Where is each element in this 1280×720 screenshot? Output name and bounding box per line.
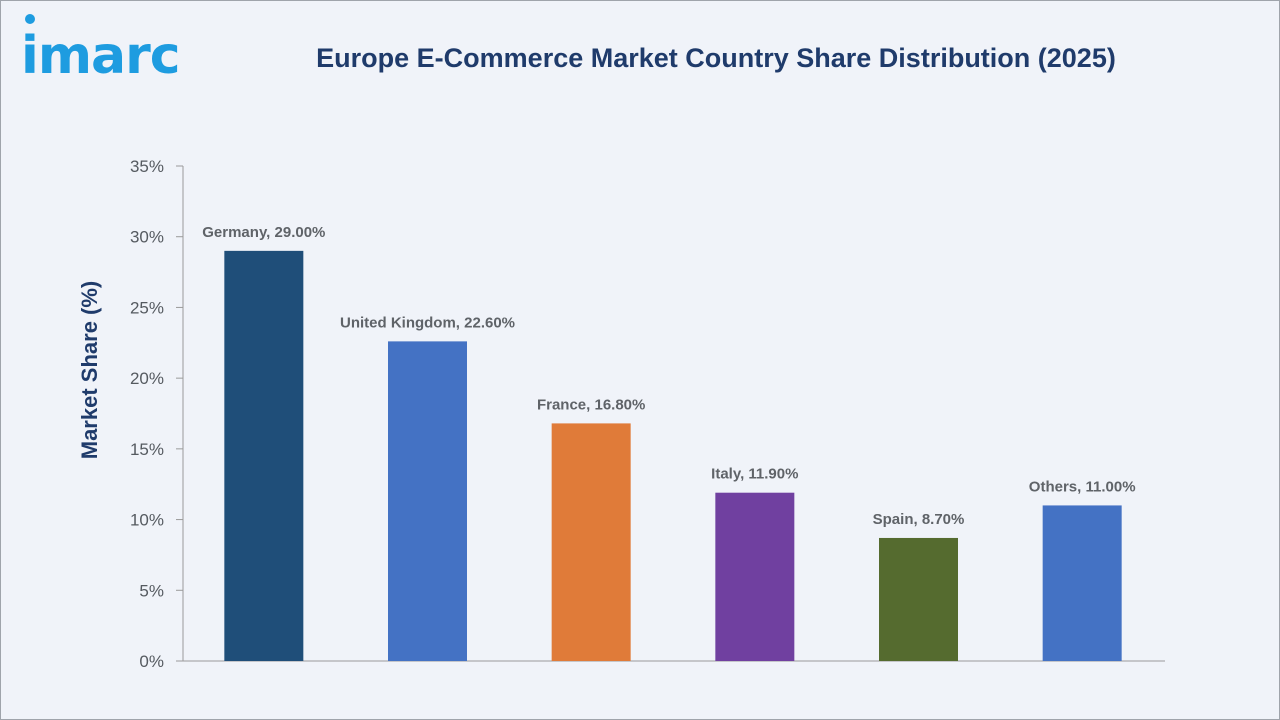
y-tick-label: 35% xyxy=(130,157,164,176)
y-tick-label: 30% xyxy=(130,228,164,247)
bar-italy xyxy=(715,492,795,661)
bar-spain xyxy=(879,537,958,661)
y-axis-title: Market Share (%) xyxy=(77,281,102,460)
y-tick-label: 20% xyxy=(130,369,164,388)
bar-germany xyxy=(224,250,304,661)
bar-united-kingdom xyxy=(388,341,467,661)
data-label: Germany, 29.00% xyxy=(202,224,325,241)
data-label: France, 16.80% xyxy=(537,396,645,413)
logo-text: imarc xyxy=(21,26,180,81)
logo-dot-icon xyxy=(25,14,35,24)
y-tick-label: 15% xyxy=(130,440,164,459)
y-tick-label: 25% xyxy=(130,298,164,317)
y-tick-label: 0% xyxy=(139,652,164,671)
y-axis: 0% 5% 10% 15% 20% 25% 30% 35% xyxy=(130,157,1165,671)
data-label: Spain, 8.70% xyxy=(873,511,965,528)
chart-title: Europe E-Commerce Market Country Share D… xyxy=(316,43,1116,73)
bar-france xyxy=(551,423,631,661)
imarc-logo: imarc xyxy=(21,14,181,81)
bars xyxy=(224,250,1122,661)
data-labels: Germany, 29.00% United Kingdom, 22.60% Fra… xyxy=(202,224,1135,528)
data-label: Others, 11.00% xyxy=(1029,478,1136,495)
y-tick-label: 5% xyxy=(139,581,164,600)
data-label: Italy, 11.90% xyxy=(711,466,798,483)
bar-others xyxy=(1042,505,1122,661)
data-label: United Kingdom, 22.60% xyxy=(340,314,515,331)
y-tick-label: 10% xyxy=(130,511,164,530)
